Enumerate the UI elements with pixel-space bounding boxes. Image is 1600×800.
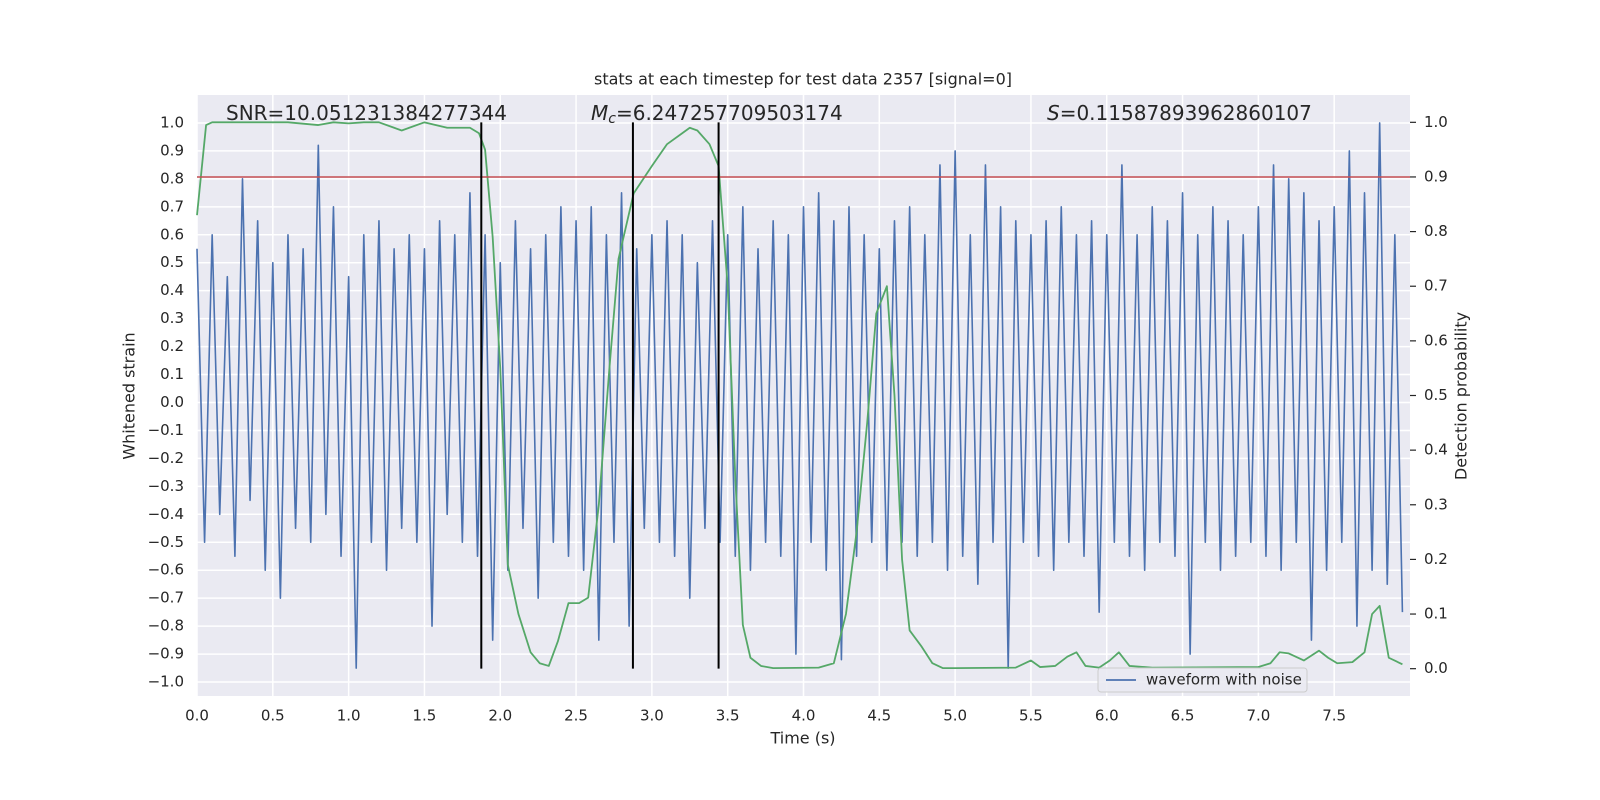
y2-tick-label: 0.8	[1424, 222, 1448, 240]
y-tick-label: −0.5	[148, 533, 184, 551]
x-tick-label: 0.0	[185, 707, 209, 725]
y2-axis-label: Detection probability	[1452, 312, 1471, 480]
y-axis-label: Whitened strain	[120, 332, 139, 459]
y2-tick-label: 0.3	[1424, 495, 1448, 513]
x-tick-label: 5.0	[943, 707, 967, 725]
y-tick-label: 0.5	[160, 253, 184, 271]
y2-tick-label: 0.1	[1424, 605, 1448, 623]
y-tick-label: −0.7	[148, 589, 184, 607]
y-tick-label: 0.6	[160, 225, 184, 243]
y-tick-label: −0.8	[148, 617, 184, 635]
y-tick-label: −0.6	[148, 561, 184, 579]
y-tick-label: 1.0	[160, 113, 184, 131]
y2-tick-label: 0.5	[1424, 386, 1448, 404]
x-tick-label: 6.5	[1171, 707, 1195, 725]
marks	[196, 121, 1410, 670]
x-tick-label: 7.0	[1246, 707, 1270, 725]
y-tick-label: −0.1	[148, 421, 184, 439]
series-line	[196, 122, 1404, 669]
annotation-text: SNR=10.051231384277344	[226, 101, 507, 125]
y2-tick-label: 1.0	[1424, 113, 1448, 131]
y-tick-label: 0.7	[160, 197, 184, 215]
x-tick-label: 3.0	[640, 707, 664, 725]
annotation: Mc=6.247257709503174	[591, 101, 843, 128]
annotation-text: =6.247257709503174	[616, 101, 843, 125]
y-tick-label: −0.4	[148, 505, 184, 523]
annotation-text: =0.11587893962860107	[1060, 101, 1312, 125]
y-tick-label: 0.1	[160, 365, 184, 383]
y2-tick-label: 0.6	[1424, 331, 1448, 349]
annotation: S=0.11587893962860107	[1047, 101, 1312, 125]
y-tick-label: −1.0	[148, 673, 184, 691]
legend-label: waveform with noise	[1146, 671, 1302, 689]
annotation-symbol: S	[1047, 101, 1060, 125]
y-tick-label: 0.4	[160, 281, 184, 299]
y2-tick-label: 0.4	[1424, 441, 1448, 459]
y2-tick-label: 0.0	[1424, 659, 1448, 677]
series-line	[196, 121, 1403, 670]
y-tick-label: 0.0	[160, 393, 184, 411]
x-tick-label: 3.5	[716, 707, 740, 725]
y-tick-label: −0.2	[148, 449, 184, 467]
chart-title: stats at each timestep for test data 235…	[594, 70, 1012, 89]
y-tick-label: 0.8	[160, 169, 184, 187]
legend-box	[1097, 667, 1308, 693]
y-tick-label: −0.3	[148, 477, 184, 495]
x-tick-label: 5.5	[1019, 707, 1043, 725]
annotation: SNR=10.051231384277344	[226, 101, 507, 125]
y-tick-label: 0.3	[160, 309, 184, 327]
y2-tick-label: 0.2	[1424, 550, 1448, 568]
x-tick-label: 6.0	[1095, 707, 1119, 725]
x-tick-label: 1.5	[413, 707, 437, 725]
x-axis-label: Time (s)	[769, 729, 835, 748]
annotation-symbol: M	[591, 101, 608, 125]
y2-tick-label: 0.9	[1424, 167, 1448, 185]
annotation-subscript: c	[608, 111, 616, 127]
x-tick-label: 0.5	[261, 707, 285, 725]
x-tick-label: 2.0	[488, 707, 512, 725]
y-tick-label: 0.2	[160, 337, 184, 355]
x-tick-label: 2.5	[564, 707, 588, 725]
x-tick-label: 4.0	[792, 707, 816, 725]
x-tick-label: 7.5	[1322, 707, 1346, 725]
y-tick-label: 0.9	[160, 141, 184, 159]
x-tick-label: 4.5	[867, 707, 891, 725]
y-tick-label: −0.9	[148, 645, 184, 663]
y2-tick-label: 0.7	[1424, 277, 1448, 295]
x-tick-label: 1.0	[337, 707, 361, 725]
